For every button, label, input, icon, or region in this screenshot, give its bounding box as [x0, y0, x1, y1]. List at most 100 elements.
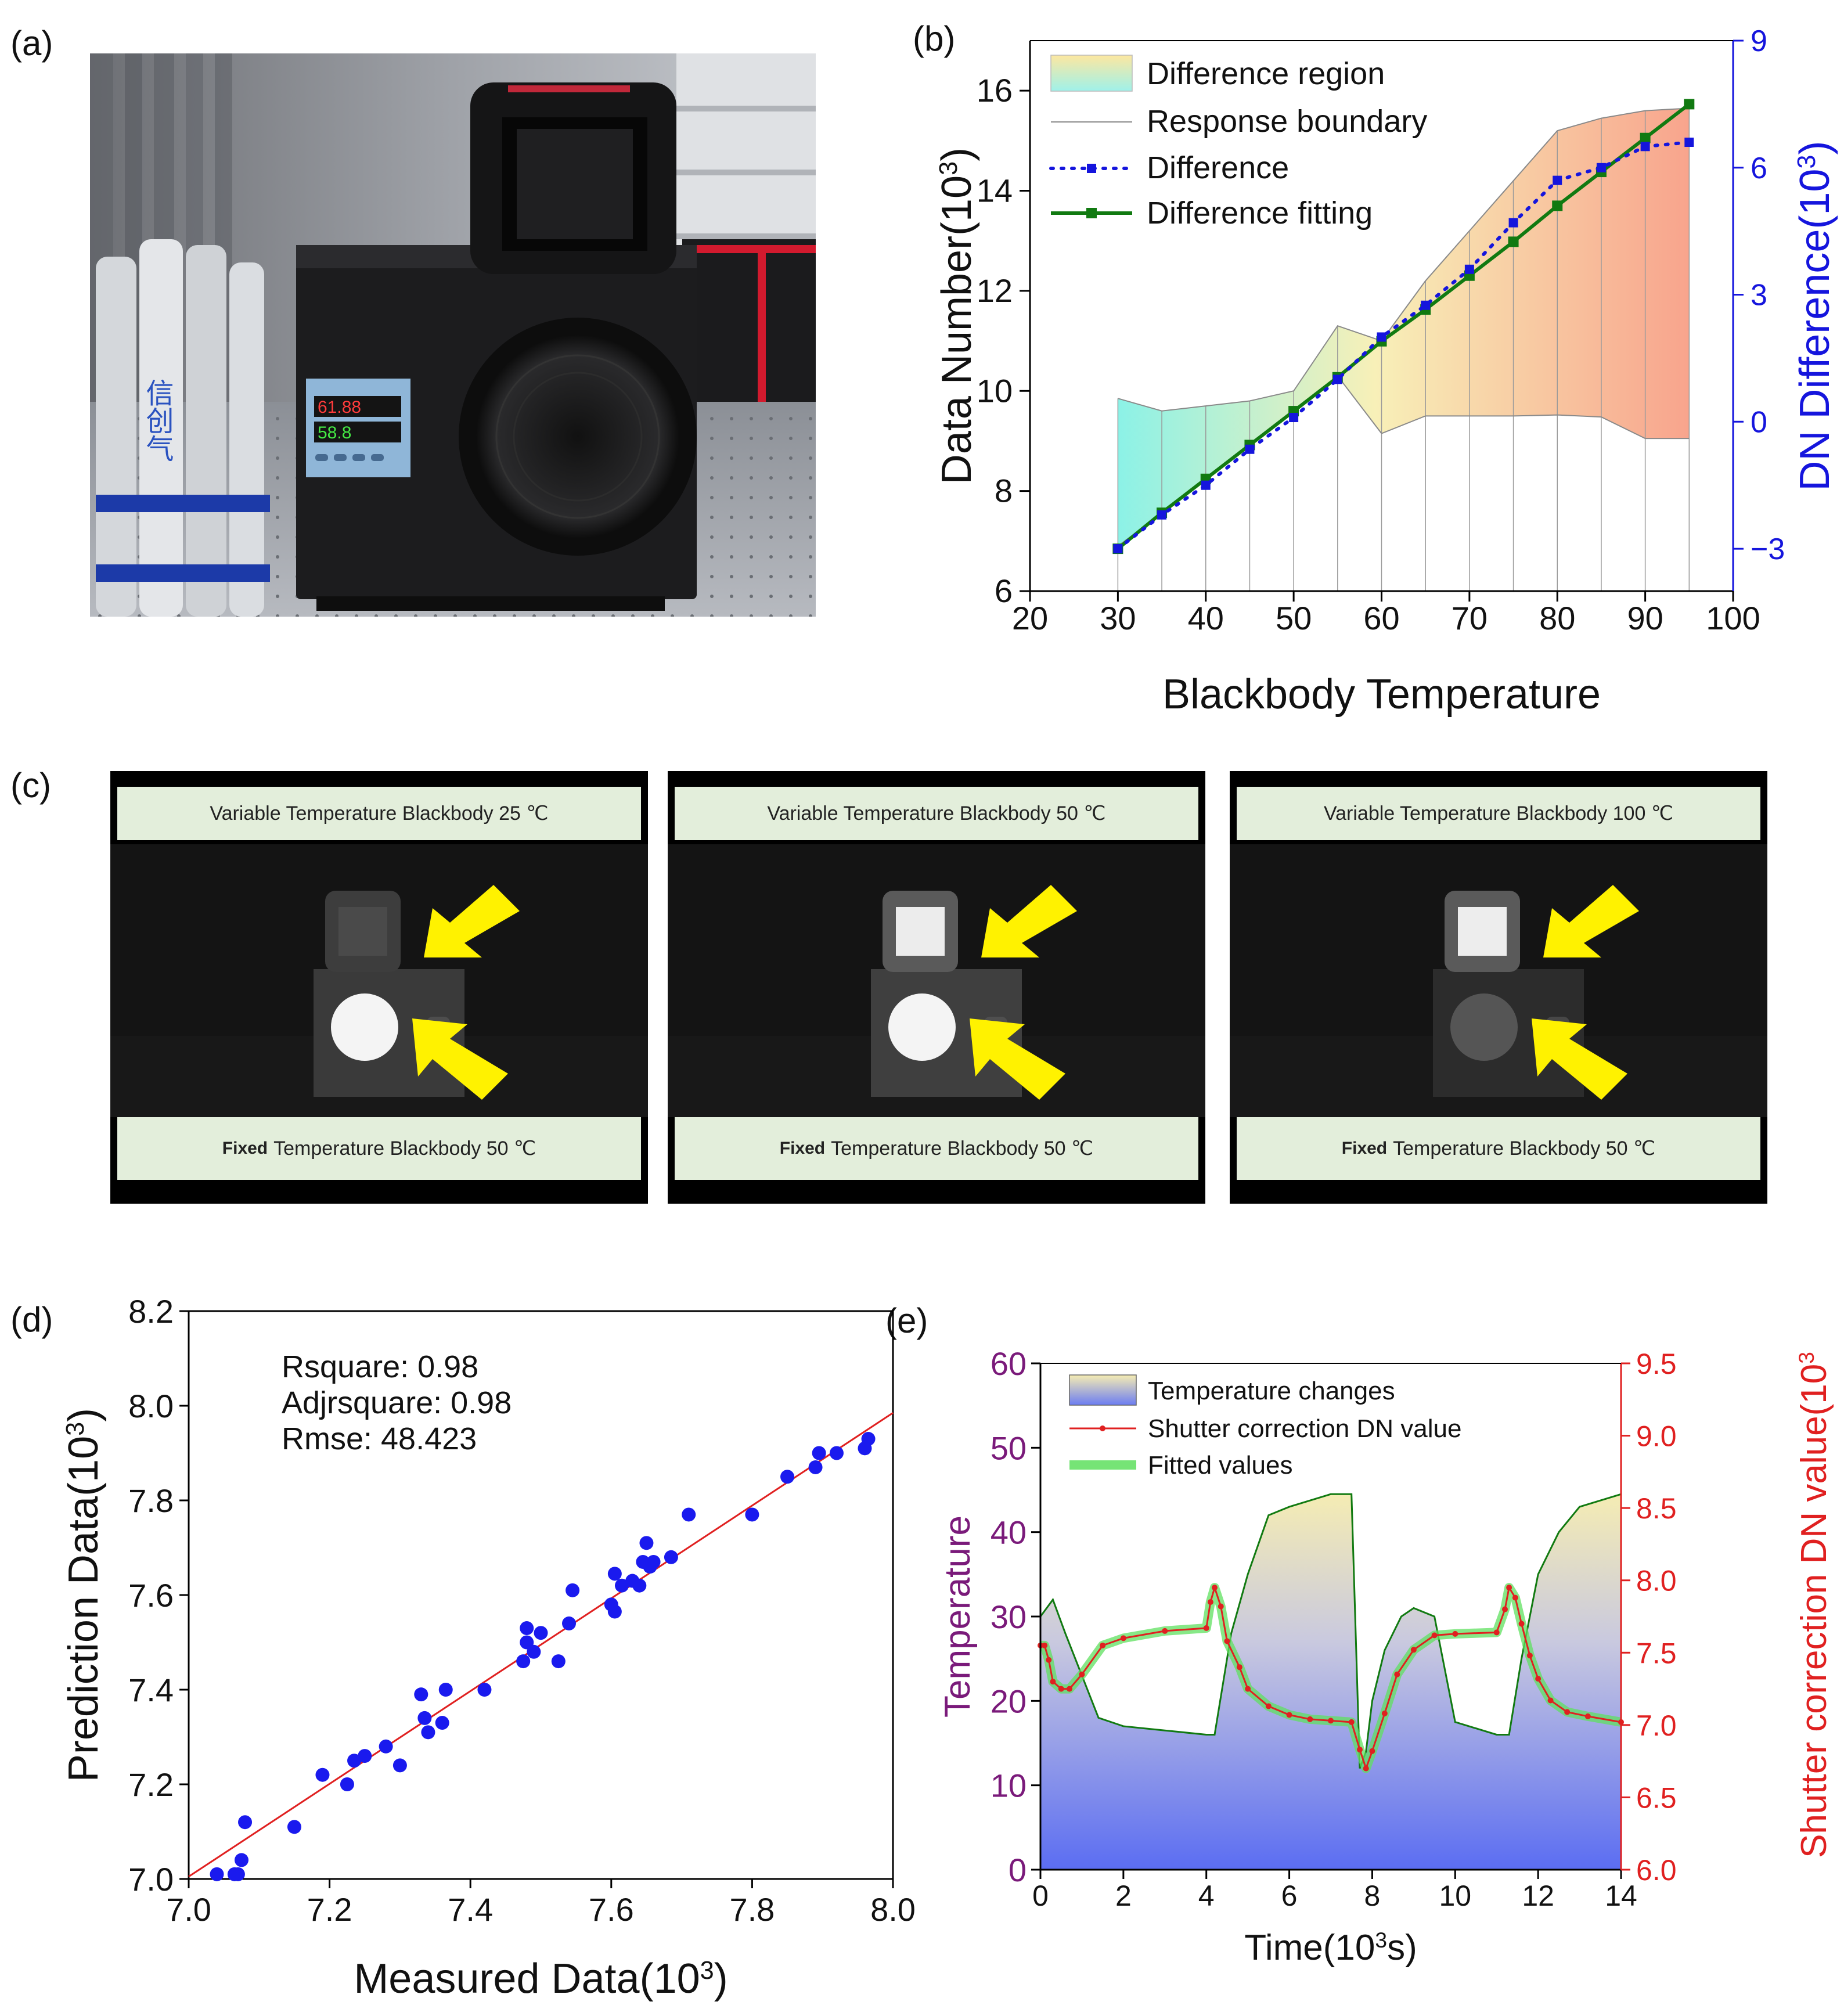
- data-point: [287, 1820, 301, 1834]
- dn-marker: [1357, 1747, 1363, 1753]
- data-point: [646, 1554, 661, 1569]
- legend-marker-dn: [1100, 1425, 1105, 1431]
- data-point: [230, 1867, 245, 1881]
- difference-marker: [1684, 138, 1694, 147]
- data-point: [614, 1578, 629, 1593]
- ir-fixed-source: [1450, 993, 1518, 1061]
- y-tick-label: 10: [991, 1767, 1027, 1804]
- stats-annotation: Rsquare: 0.98: [282, 1349, 478, 1384]
- data-point: [829, 1446, 844, 1460]
- legend-marker-fitting: [1086, 208, 1097, 218]
- ir-variable-source: [338, 907, 387, 956]
- dn-marker: [1236, 1664, 1242, 1671]
- data-point: [347, 1754, 362, 1768]
- data-point: [477, 1683, 492, 1697]
- ir-image-panel: Variable Temperature Blackbody 100 ℃ Fixe…: [1230, 771, 1767, 1204]
- data-point: [210, 1867, 224, 1881]
- difference-line: [1116, 141, 1691, 551]
- fitting-marker: [1552, 200, 1563, 211]
- x-tick-label: 8.0: [870, 1891, 916, 1928]
- ir-image-panel: Variable Temperature Blackbody 25 ℃ Fixed…: [110, 771, 648, 1204]
- difference-marker: [1201, 480, 1211, 490]
- dn-marker: [1203, 1625, 1209, 1631]
- svg-text:58.8: 58.8: [318, 423, 351, 442]
- dn-marker: [1162, 1628, 1168, 1634]
- difference-marker: [1421, 300, 1431, 310]
- data-point: [421, 1725, 435, 1740]
- x-tick-label: 6: [1281, 1880, 1298, 1912]
- legend-label-fitting: Difference fitting: [1147, 196, 1373, 231]
- ir-fixed-source: [331, 993, 398, 1061]
- data-point: [745, 1507, 759, 1522]
- dn-marker: [1381, 1710, 1388, 1716]
- variable-blackbody-label: Variable Temperature Blackbody 100 ℃: [1237, 787, 1760, 840]
- x-tick-label: 40: [1188, 600, 1224, 636]
- data-point: [340, 1777, 354, 1791]
- panel-label-a: (a): [10, 24, 53, 63]
- fitting-marker: [1640, 132, 1651, 143]
- difference-marker: [1377, 332, 1386, 342]
- dn-marker: [1328, 1718, 1334, 1724]
- data-point: [417, 1711, 432, 1725]
- chart-e: 0 2 4 6 8 10 12 14 0 10 20 30 40 50 60 6.0 6.5 7.0 7.5 8.0 8…: [938, 1345, 1834, 1968]
- legend-swatch-temperature: [1069, 1374, 1137, 1406]
- data-point: [861, 1432, 876, 1446]
- dn-marker: [1535, 1676, 1542, 1682]
- difference-marker: [1245, 444, 1255, 454]
- y2-axis-label: DN Difference(103): [1792, 141, 1838, 491]
- y-tick-label: 60: [991, 1345, 1027, 1382]
- ir-image: [668, 844, 1205, 1117]
- data-point: [607, 1567, 622, 1581]
- dn-marker: [1584, 1713, 1591, 1719]
- x-tick-label: 80: [1539, 600, 1575, 636]
- legend-label-dn: Shutter correction DN value: [1148, 1414, 1461, 1443]
- x-tick-label: 4: [1198, 1880, 1215, 1912]
- data-point: [438, 1683, 453, 1697]
- temperature-line: [1039, 1493, 1622, 1769]
- legend-label-fitted: Fitted values: [1148, 1451, 1292, 1479]
- dn-marker: [1502, 1606, 1508, 1612]
- x-tick-label: 60: [1363, 600, 1399, 636]
- y2-tick-label: 9.5: [1636, 1348, 1677, 1380]
- upper-boundary-line: [1118, 107, 1690, 412]
- x-tick-label: 7.6: [589, 1891, 634, 1928]
- y-tick-label: 7.6: [128, 1577, 174, 1614]
- gas-cylinders: 信创气: [96, 239, 270, 617]
- dn-marker: [1224, 1638, 1230, 1644]
- data-point: [534, 1626, 548, 1640]
- data-point: [562, 1616, 577, 1630]
- dn-marker: [1120, 1635, 1126, 1641]
- y-tick-label: 8: [995, 473, 1013, 509]
- y-tick-label: 0: [1009, 1852, 1027, 1888]
- data-point: [551, 1654, 566, 1669]
- dn-marker: [1564, 1709, 1571, 1715]
- data-point: [520, 1621, 534, 1636]
- y-axis-label: Data Number(103): [934, 147, 980, 484]
- legend-label-temperature: Temperature changes: [1148, 1377, 1395, 1405]
- data-point: [808, 1460, 823, 1474]
- ir-image: [1230, 844, 1767, 1117]
- y-tick-label: 30: [991, 1599, 1027, 1635]
- fixed-blackbody-label: Fixed Temperature Blackbody 50 ℃: [117, 1117, 641, 1180]
- data-point: [516, 1654, 531, 1669]
- arrow-variable: [424, 885, 520, 957]
- dn-marker: [1363, 1765, 1369, 1772]
- x-tick-label: 0: [1032, 1880, 1049, 1912]
- dn-marker: [1526, 1653, 1533, 1659]
- legend-label-region: Difference region: [1147, 56, 1385, 91]
- y-tick-label: 6: [995, 573, 1013, 609]
- fixed-rest-label: Temperature Blackbody 50 ℃: [273, 1137, 536, 1160]
- data-point: [379, 1739, 393, 1754]
- variable-blackbody-label: Variable Temperature Blackbody 25 ℃: [117, 787, 641, 840]
- chart-d: 7.0 7.2 7.4 7.6 7.8 8.0 7.0 7.2 7.4 7.6 7.8 8.0 8.2 M…: [60, 1293, 916, 2002]
- difference-marker: [1464, 264, 1474, 274]
- data-point: [639, 1536, 654, 1550]
- y-tick-label: 20: [991, 1683, 1027, 1719]
- dn-marker: [1512, 1594, 1518, 1601]
- x-tick-label: 7.8: [729, 1891, 775, 1928]
- dn-marker: [1050, 1679, 1056, 1685]
- data-point: [632, 1578, 647, 1593]
- dn-marker: [1212, 1585, 1218, 1591]
- fixed-blackbody-label: Fixed Temperature Blackbody 50 ℃: [675, 1117, 1198, 1180]
- y-tick-label: 50: [991, 1430, 1027, 1466]
